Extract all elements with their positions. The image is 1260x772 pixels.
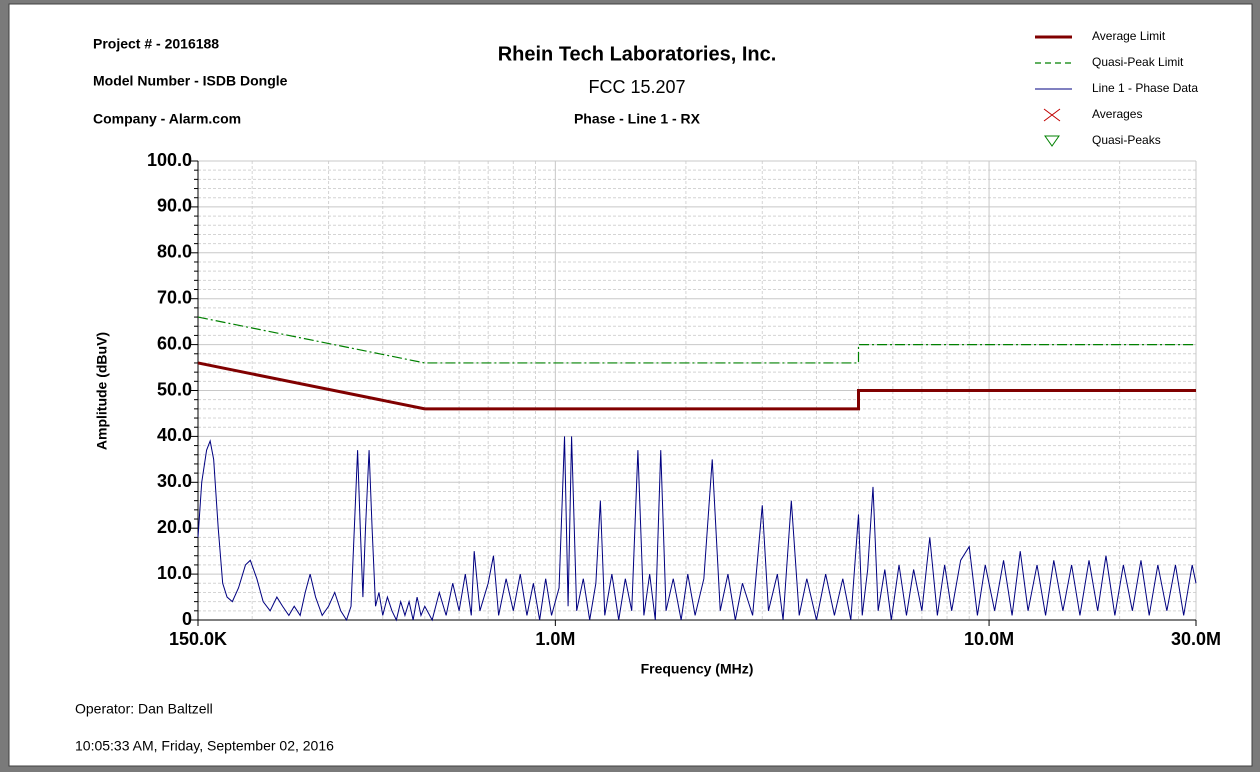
legend-marker [1043, 108, 1061, 122]
x-tick-label: 10.0M [964, 629, 1014, 649]
chart-subtitle: FCC 15.207 [588, 77, 685, 97]
x-tick-label: 1.0M [535, 629, 575, 649]
y-tick-label: 20.0 [157, 517, 192, 537]
panel [8, 3, 1253, 767]
x-tick-label: 30.0M [1171, 629, 1221, 649]
y-axis-label: Amplitude (dBuV) [94, 332, 110, 450]
chart-subtitle: Phase - Line 1 - RX [574, 111, 701, 127]
y-tick-label: 30.0 [157, 471, 192, 491]
project: Project # - 2016188 [93, 36, 219, 52]
y-tick-label: 70.0 [157, 287, 192, 307]
model: Model Number - ISDB Dongle [93, 73, 288, 89]
legend-label: Quasi-Peak Limit [1092, 55, 1184, 69]
timestamp: 10:05:33 AM, Friday, September 02, 2016 [75, 738, 334, 754]
y-tick-label: 100.0 [147, 150, 192, 170]
company: Company - Alarm.com [93, 111, 241, 127]
x-tick-label: 150.0K [169, 629, 227, 649]
y-tick-label: 80.0 [157, 242, 192, 262]
y-tick-label: 0 [182, 609, 192, 629]
y-tick-label: 40.0 [157, 425, 192, 445]
legend-label: Averages [1092, 107, 1142, 121]
legend-marker [1044, 135, 1060, 147]
y-tick-label: 60.0 [157, 333, 192, 353]
x-axis-label: Frequency (MHz) [641, 661, 754, 677]
y-tick-label: 50.0 [157, 379, 192, 399]
legend-label: Average Limit [1092, 29, 1166, 43]
operator: Operator: Dan Baltzell [75, 701, 213, 717]
y-tick-label: 10.0 [157, 563, 192, 583]
legend-label: Quasi-Peaks [1092, 133, 1161, 147]
series-line [197, 436, 1197, 622]
legend-label: Line 1 - Phase Data [1092, 81, 1198, 95]
series-line [197, 361, 1196, 411]
y-tick-label: 90.0 [157, 196, 192, 216]
series-line [197, 316, 1196, 364]
chart-title: Rhein Tech Laboratories, Inc. [498, 43, 777, 65]
